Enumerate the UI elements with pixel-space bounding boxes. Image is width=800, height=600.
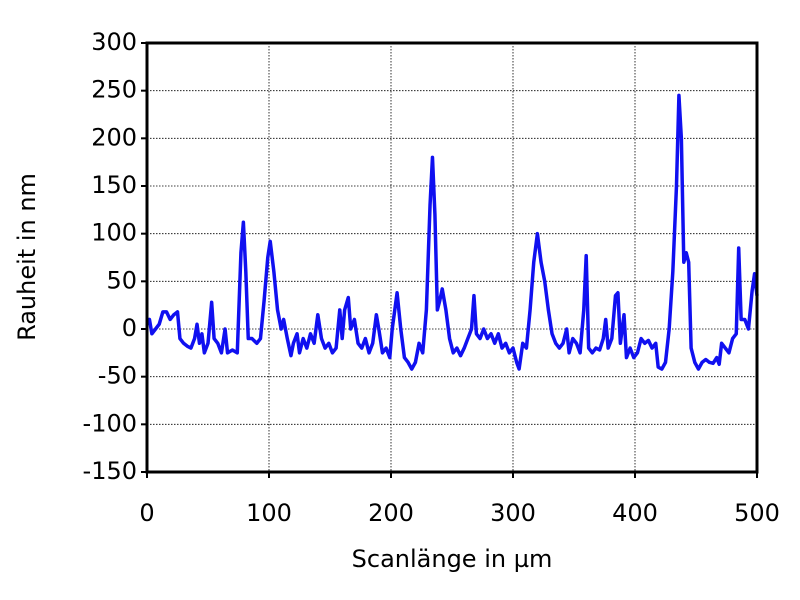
y-tick-label: 300 [91, 28, 137, 56]
x-axis-label: Scanlänge in µm [352, 545, 553, 573]
y-tick-label: 150 [91, 171, 137, 199]
x-tick-label: 100 [246, 499, 292, 527]
y-tick-label: 250 [91, 76, 137, 104]
y-tick-label: 100 [91, 219, 137, 247]
plot-frame [145, 41, 759, 474]
y-tick-label: 50 [106, 266, 137, 294]
y-axis-label: Rauheit in nm [13, 173, 41, 341]
y-tick-label: -50 [98, 362, 137, 390]
y-tick-label: 0 [122, 314, 137, 342]
data-line [145, 93, 759, 371]
y-tick-label: -100 [83, 409, 137, 437]
x-tick-label: 400 [612, 499, 658, 527]
x-tick-label: 200 [368, 499, 414, 527]
x-tick-label: 0 [139, 499, 154, 527]
y-tick-label: -150 [83, 457, 137, 485]
x-tick-label: 500 [734, 499, 780, 527]
y-tick-label: 200 [91, 123, 137, 151]
x-tick-label: 300 [490, 499, 536, 527]
